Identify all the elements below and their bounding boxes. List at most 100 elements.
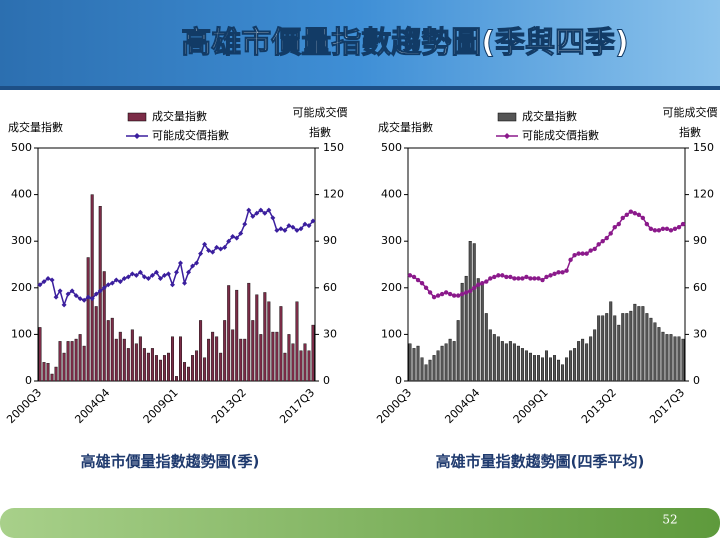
slide-title: 高雄市價量指數趨勢圖(季與四季) — [181, 26, 628, 61]
bar — [460, 282, 464, 382]
y-tick-label: 100 — [11, 327, 32, 340]
bar — [171, 336, 174, 382]
legend-swatch — [127, 112, 147, 122]
bar — [162, 355, 166, 382]
point — [544, 274, 549, 280]
point — [596, 242, 601, 247]
bar — [279, 306, 283, 382]
point — [101, 285, 107, 291]
point — [174, 269, 179, 275]
bar — [440, 345, 444, 382]
point — [246, 207, 252, 213]
point — [439, 291, 445, 297]
bar — [207, 338, 211, 382]
point — [427, 290, 433, 295]
bar — [432, 355, 436, 382]
point — [560, 270, 565, 275]
point — [488, 276, 493, 281]
bar — [593, 329, 597, 382]
bar — [408, 343, 412, 382]
point — [137, 269, 143, 275]
bar — [561, 364, 565, 382]
bar — [86, 257, 90, 382]
point — [443, 290, 449, 295]
bar — [126, 348, 130, 382]
point — [37, 282, 43, 288]
bar — [122, 338, 126, 382]
legend-marker — [134, 133, 140, 139]
point — [476, 282, 481, 287]
point — [528, 276, 533, 281]
bar — [307, 350, 311, 382]
bar — [488, 329, 492, 382]
point — [411, 274, 417, 280]
y2-tick-label: 120 — [323, 188, 344, 201]
point — [620, 215, 625, 221]
bar — [166, 352, 170, 382]
y-tick-label: 400 — [381, 188, 402, 201]
y2-tick-label: 60 — [693, 281, 707, 294]
point — [468, 288, 473, 294]
point — [472, 285, 477, 290]
bar — [577, 341, 581, 382]
bar — [645, 313, 649, 382]
bar — [179, 336, 182, 382]
bar — [311, 324, 315, 382]
point — [61, 302, 67, 308]
point — [57, 288, 63, 294]
bar — [219, 352, 223, 382]
y2-axis-title: 指數 — [309, 125, 331, 139]
point — [69, 288, 75, 294]
bar — [243, 338, 247, 382]
bar — [255, 294, 259, 382]
bar — [424, 364, 428, 382]
point — [210, 249, 216, 255]
bar — [154, 355, 158, 382]
bar — [524, 350, 528, 382]
y2-tick-label: 90 — [323, 234, 337, 247]
y-tick-label: 400 — [11, 188, 32, 201]
bar — [528, 352, 532, 382]
bar — [504, 343, 508, 382]
y-tick-label: 0 — [25, 374, 32, 387]
bar — [412, 348, 416, 382]
bar — [597, 315, 601, 382]
bar — [621, 313, 625, 382]
point — [664, 226, 670, 231]
point — [508, 274, 513, 280]
bar — [520, 348, 524, 382]
point — [644, 221, 650, 227]
bar — [585, 343, 589, 382]
point — [294, 227, 300, 233]
point — [415, 277, 421, 283]
bar — [609, 301, 613, 382]
bar — [203, 357, 207, 382]
point — [266, 207, 272, 213]
bar — [420, 357, 424, 382]
point — [660, 226, 666, 231]
header-rule — [0, 86, 720, 90]
bar — [247, 282, 251, 382]
point — [556, 270, 561, 275]
point — [230, 234, 236, 240]
bar — [187, 366, 191, 382]
bar — [581, 338, 585, 382]
bar — [436, 350, 440, 382]
bar — [263, 292, 267, 382]
y2-tick-label: 150 — [323, 141, 344, 154]
point — [262, 210, 268, 216]
bar — [484, 313, 488, 382]
point — [608, 231, 613, 236]
point — [117, 279, 123, 285]
point — [496, 273, 501, 278]
bar — [468, 240, 472, 382]
point — [652, 228, 658, 233]
point — [226, 238, 232, 244]
bar — [267, 301, 271, 382]
point — [125, 274, 131, 280]
point — [109, 280, 115, 286]
point — [302, 221, 308, 227]
point — [564, 268, 569, 273]
bar — [271, 331, 275, 382]
point — [73, 293, 79, 299]
